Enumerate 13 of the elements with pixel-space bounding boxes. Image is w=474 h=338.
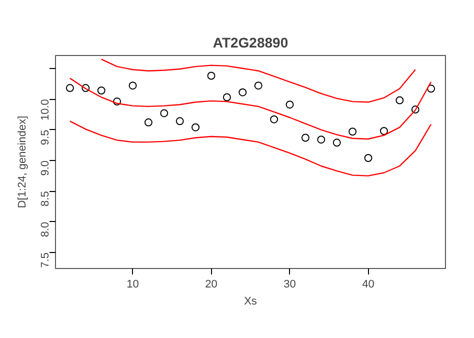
- y-axis-title: D[1:24, geneindex]: [16, 116, 28, 208]
- y-tick-label: 7.5: [40, 252, 52, 268]
- y-tick-label: 10.0: [40, 99, 52, 120]
- y-tick-label: 9.5: [40, 130, 52, 146]
- x-tick-label: 10: [126, 278, 139, 290]
- chart-title: AT2G28890: [212, 34, 288, 50]
- y-tick-label: 9.0: [40, 160, 52, 176]
- x-tick-label: 30: [284, 278, 296, 290]
- x-tick-label: 20: [205, 278, 218, 290]
- x-tick-label: 40: [362, 278, 374, 290]
- y-tick-label: 8.5: [40, 191, 52, 206]
- y-tick-label: 8.0: [40, 222, 52, 238]
- x-axis-title: Xs: [244, 296, 258, 308]
